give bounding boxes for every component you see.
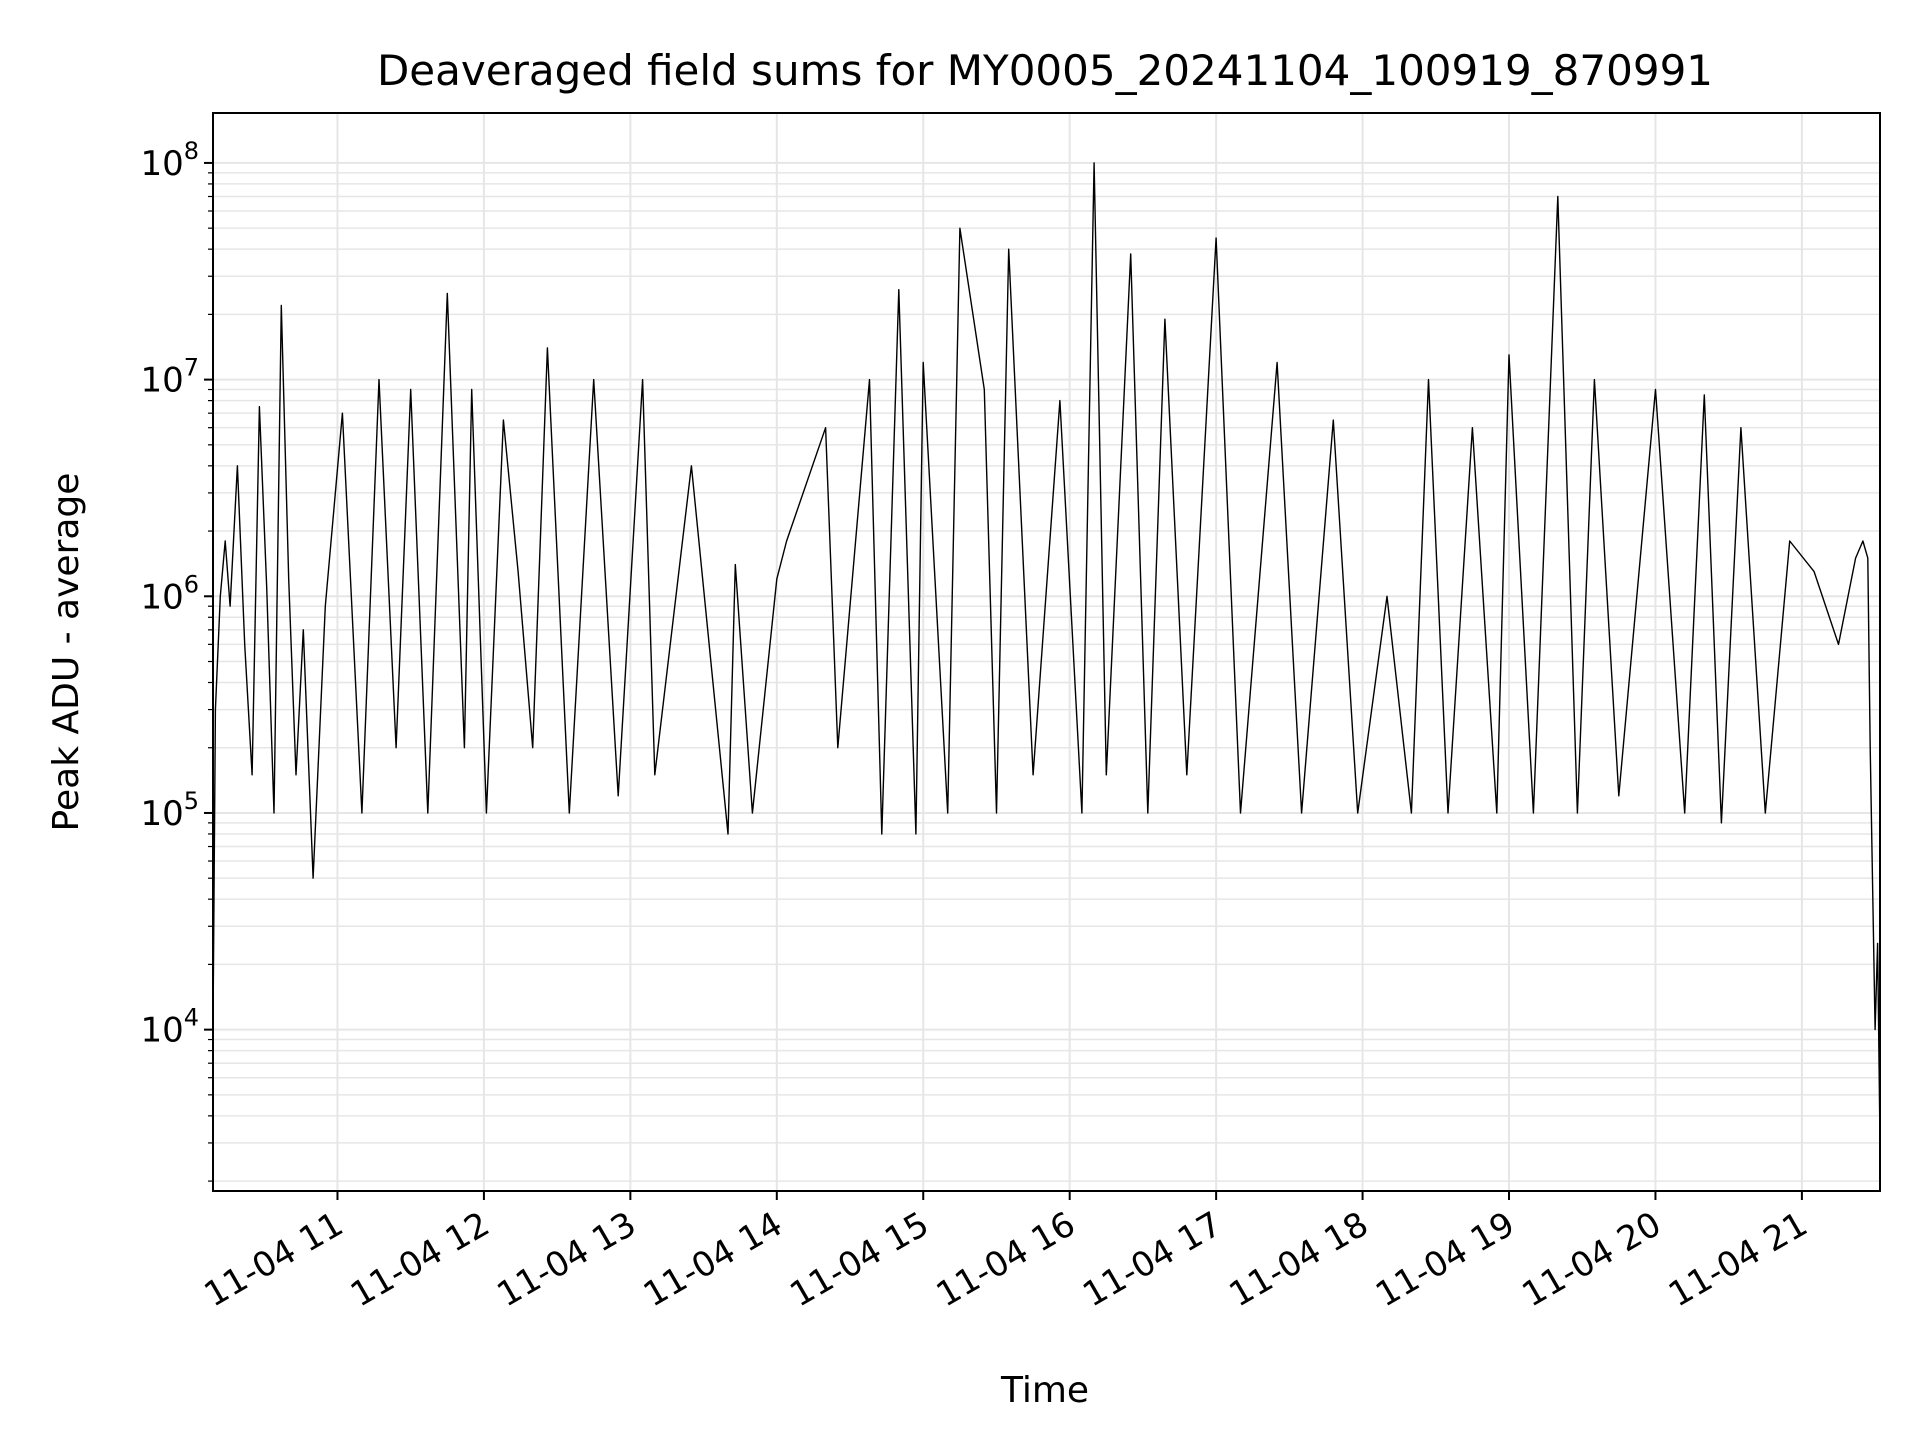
y-tick-label: 105 [140,787,199,834]
y-tick-label: 107 [140,354,199,401]
y-tick-label: 106 [140,570,199,617]
x-axis-label: Time [1000,1370,1089,1411]
y-tick-label: 104 [140,1004,199,1051]
series-layer [212,162,1881,1143]
y-axis-label: Peak ADU - average [46,473,87,832]
series-line [212,162,1881,1143]
y-axis: 104 105 106 107 108 [140,137,213,1182]
grid [213,113,1880,1191]
chart-title: Deaveraged field sums for MY0005_2024110… [377,46,1713,95]
y-tick-label: 108 [140,137,199,184]
plot-frame [212,112,1881,1192]
